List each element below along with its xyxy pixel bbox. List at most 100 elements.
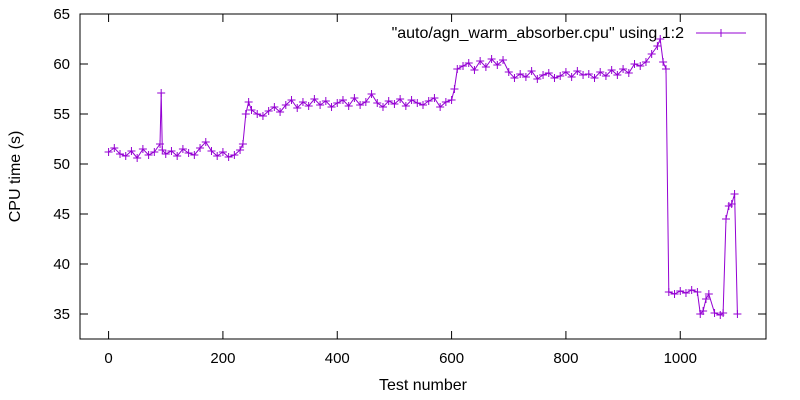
- data-point: [533, 75, 542, 83]
- data-point: [407, 96, 416, 104]
- legend: "auto/agn_warm_absorber.cpu" using 1:2: [392, 25, 746, 42]
- data-point: [104, 148, 113, 156]
- data-point: [310, 95, 319, 103]
- data-point: [579, 71, 588, 79]
- data-point: [236, 146, 245, 154]
- data-point: [424, 97, 433, 105]
- data-point: [247, 106, 256, 114]
- data-point: [573, 67, 582, 75]
- axis-ticks: 0 200 400 600 800 1000 35 40 45 50 55 60 65: [53, 6, 766, 367]
- data-point: [304, 102, 313, 110]
- data-point: [521, 73, 530, 81]
- data-point: [453, 65, 462, 73]
- plot-series: [104, 35, 742, 319]
- data-point: [647, 50, 656, 58]
- data-point: [419, 101, 427, 109]
- data-point: [476, 57, 485, 65]
- data-point: [156, 140, 165, 148]
- x-tick-label: 400: [325, 350, 350, 367]
- data-point: [281, 101, 290, 109]
- data-point: [196, 144, 205, 152]
- data-point: [430, 94, 439, 102]
- data-point: [157, 89, 166, 97]
- data-point: [321, 97, 330, 105]
- data-point: [487, 55, 496, 63]
- legend-label: "auto/agn_warm_absorber.cpu" using 1:2: [392, 25, 685, 42]
- y-tick-label: 40: [53, 256, 70, 273]
- data-point: [693, 288, 702, 296]
- data-point: [567, 73, 576, 81]
- data-point: [230, 151, 239, 159]
- data-point: [516, 70, 525, 78]
- data-point: [544, 69, 553, 77]
- data-point: [333, 99, 342, 107]
- data-point: [361, 98, 370, 106]
- data-point: [264, 107, 273, 115]
- data-point: [447, 96, 456, 104]
- data-point: [504, 68, 513, 76]
- data-point: [584, 70, 593, 78]
- data-point: [441, 98, 450, 106]
- x-tick-label: 600: [439, 350, 464, 367]
- data-point: [619, 65, 628, 73]
- data-point: [258, 112, 267, 120]
- data-point: [590, 74, 599, 82]
- data-point: [127, 147, 136, 155]
- x-axis-label: Test number: [379, 377, 468, 394]
- data-point: [316, 101, 325, 109]
- data-point: [121, 152, 130, 160]
- data-point: [733, 310, 742, 318]
- data-point: [401, 102, 410, 110]
- data-point: [213, 152, 222, 160]
- x-tick-label: 200: [210, 350, 235, 367]
- data-point: [224, 153, 233, 161]
- data-point: [396, 95, 405, 103]
- y-tick-label: 65: [53, 6, 70, 23]
- data-point: [510, 74, 519, 82]
- data-point: [356, 101, 365, 109]
- data-point: [110, 144, 119, 152]
- data-point: [727, 200, 736, 208]
- data-point: [201, 138, 210, 146]
- data-point: [367, 90, 376, 98]
- data-point: [710, 309, 719, 317]
- data-point: [721, 215, 730, 223]
- data-point: [116, 150, 125, 158]
- data-point: [167, 147, 176, 155]
- data-point: [653, 42, 662, 50]
- data-point: [664, 288, 673, 296]
- data-point: [561, 68, 570, 76]
- data-point: [384, 97, 393, 105]
- data-point: [730, 190, 739, 198]
- legend-sample-marker: [717, 29, 725, 37]
- data-point: [601, 72, 610, 80]
- data-point: [681, 289, 690, 297]
- data-point: [338, 96, 347, 104]
- data-point: [613, 71, 622, 79]
- x-tick-label: 0: [104, 350, 112, 367]
- data-point: [161, 150, 170, 158]
- data-point: [270, 103, 279, 111]
- data-point: [556, 72, 565, 80]
- data-point: [158, 146, 167, 154]
- plot-frame: [79, 13, 767, 340]
- data-point: [293, 104, 302, 112]
- x-tick-label: 800: [553, 350, 578, 367]
- data-point: [704, 290, 713, 298]
- data-point: [138, 145, 147, 153]
- data-point: [676, 287, 685, 295]
- data-point: [550, 74, 559, 82]
- data-point: [624, 69, 633, 77]
- data-point: [344, 102, 353, 110]
- data-point: [596, 68, 605, 76]
- data-point: [238, 140, 247, 148]
- data-point: [133, 154, 142, 162]
- data-point: [636, 62, 645, 70]
- y-tick-label: 35: [53, 306, 70, 323]
- data-point: [464, 59, 473, 67]
- data-point: [459, 62, 468, 70]
- y-tick-label: 50: [53, 156, 70, 173]
- data-point: [470, 66, 479, 74]
- data-point: [287, 96, 296, 104]
